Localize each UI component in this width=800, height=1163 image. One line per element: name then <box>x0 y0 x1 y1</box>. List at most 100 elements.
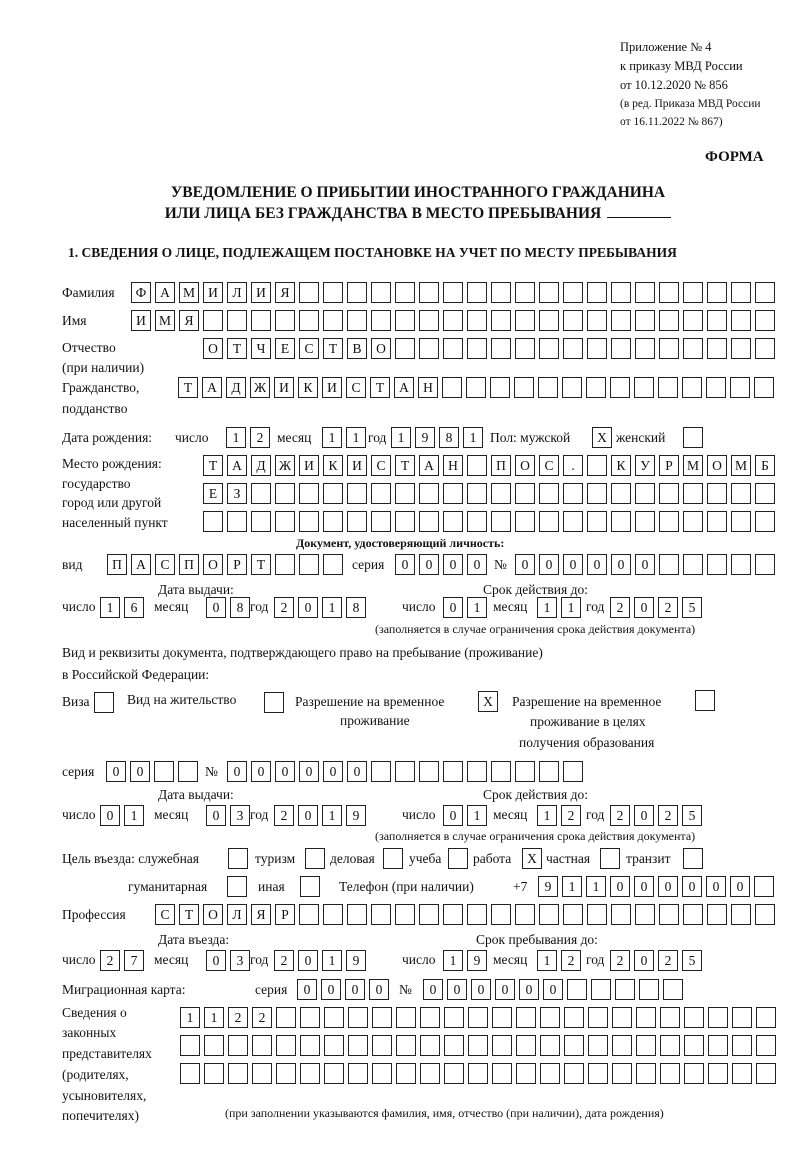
entry-month-box[interactable]: 0 <box>206 950 226 971</box>
reps-box[interactable] <box>516 1063 536 1084</box>
birthplace-box[interactable] <box>275 483 295 504</box>
mc-number-box[interactable] <box>567 979 587 1000</box>
birthplace-box[interactable] <box>467 511 487 532</box>
name-box[interactable]: Я <box>179 310 199 331</box>
reps-box[interactable] <box>372 1007 392 1028</box>
reps-box[interactable] <box>732 1063 752 1084</box>
surname-box[interactable]: А <box>155 282 175 303</box>
rd-number-box[interactable]: 0 <box>251 761 271 782</box>
profession-box[interactable] <box>539 904 559 925</box>
name-box[interactable] <box>539 310 559 331</box>
name-box[interactable] <box>611 310 631 331</box>
birthplace-box[interactable] <box>347 483 367 504</box>
reps-box[interactable]: 2 <box>252 1007 272 1028</box>
rd-series-box[interactable] <box>154 761 174 782</box>
rd-issue-month-box[interactable]: 0 <box>206 805 226 826</box>
surname-box[interactable]: Ф <box>131 282 151 303</box>
stay-year-box[interactable]: 5 <box>682 950 702 971</box>
phone-box[interactable] <box>754 876 774 897</box>
name-box[interactable] <box>515 310 535 331</box>
name-box[interactable] <box>659 310 679 331</box>
phone-box[interactable]: 0 <box>610 876 630 897</box>
birthplace-box[interactable] <box>587 483 607 504</box>
mc-number-box[interactable]: 0 <box>471 979 491 1000</box>
birthplace-box[interactable]: Т <box>395 455 415 476</box>
id-issue-year-box[interactable]: 1 <box>322 597 342 618</box>
reps-box[interactable] <box>324 1035 344 1056</box>
id-kind-box[interactable] <box>299 554 319 575</box>
surname-box[interactable] <box>659 282 679 303</box>
birthplace-box[interactable] <box>563 511 583 532</box>
rd-issue-year-box[interactable]: 2 <box>274 805 294 826</box>
rd-number-box[interactable] <box>443 761 463 782</box>
stay-day-box[interactable]: 1 <box>443 950 463 971</box>
citizenship-box[interactable]: С <box>346 377 366 398</box>
stay-month-box[interactable]: 2 <box>561 950 581 971</box>
reps-box[interactable] <box>540 1035 560 1056</box>
id-series-box[interactable]: 0 <box>395 554 415 575</box>
reps-box[interactable] <box>396 1063 416 1084</box>
reps-box[interactable] <box>420 1035 440 1056</box>
surname-box[interactable]: Я <box>275 282 295 303</box>
surname-box[interactable] <box>419 282 439 303</box>
reps-box[interactable] <box>612 1007 632 1028</box>
name-box[interactable] <box>467 310 487 331</box>
citizenship-box[interactable] <box>706 377 726 398</box>
profession-box[interactable]: Л <box>227 904 247 925</box>
reps-box[interactable] <box>708 1035 728 1056</box>
patronymic-box[interactable]: О <box>371 338 391 359</box>
birthplace-box[interactable] <box>395 483 415 504</box>
citizenship-box[interactable] <box>514 377 534 398</box>
mc-number-box[interactable] <box>615 979 635 1000</box>
reps-box[interactable] <box>636 1063 656 1084</box>
birthplace-box[interactable] <box>683 483 703 504</box>
surname-box[interactable] <box>299 282 319 303</box>
purpose-humanitarian-checkbox[interactable] <box>227 876 247 897</box>
id-number-box[interactable] <box>707 554 727 575</box>
reps-box[interactable] <box>588 1035 608 1056</box>
birthplace-box[interactable] <box>755 511 775 532</box>
birthplace-box[interactable] <box>491 511 511 532</box>
patronymic-box[interactable] <box>467 338 487 359</box>
profession-box[interactable] <box>419 904 439 925</box>
id-number-box[interactable]: 0 <box>515 554 535 575</box>
id-series-box[interactable]: 0 <box>467 554 487 575</box>
reps-box[interactable] <box>420 1063 440 1084</box>
birthplace-box[interactable] <box>563 483 583 504</box>
reps-box[interactable] <box>612 1035 632 1056</box>
birthplace-box[interactable] <box>683 511 703 532</box>
birthplace-box[interactable] <box>395 511 415 532</box>
citizenship-box[interactable] <box>538 377 558 398</box>
reps-box[interactable] <box>348 1035 368 1056</box>
rd-series-box[interactable] <box>178 761 198 782</box>
id-valid-day-box[interactable]: 1 <box>467 597 487 618</box>
citizenship-box[interactable] <box>634 377 654 398</box>
id-number-box[interactable] <box>659 554 679 575</box>
reps-box[interactable] <box>468 1007 488 1028</box>
reps-box[interactable] <box>492 1063 512 1084</box>
name-box[interactable] <box>563 310 583 331</box>
surname-box[interactable]: И <box>251 282 271 303</box>
citizenship-box[interactable] <box>754 377 774 398</box>
profession-box[interactable] <box>323 904 343 925</box>
purpose-business-checkbox[interactable] <box>383 848 403 869</box>
citizenship-box[interactable] <box>730 377 750 398</box>
birthplace-box[interactable] <box>611 483 631 504</box>
profession-box[interactable] <box>491 904 511 925</box>
name-box[interactable]: М <box>155 310 175 331</box>
citizenship-box[interactable]: К <box>298 377 318 398</box>
profession-box[interactable] <box>683 904 703 925</box>
name-box[interactable] <box>347 310 367 331</box>
name-box[interactable] <box>227 310 247 331</box>
id-valid-month-box[interactable]: 1 <box>537 597 557 618</box>
rd-valid-month-box[interactable]: 2 <box>561 805 581 826</box>
reps-box[interactable] <box>540 1063 560 1084</box>
birthplace-box[interactable]: П <box>491 455 511 476</box>
citizenship-box[interactable]: И <box>274 377 294 398</box>
name-box[interactable] <box>203 310 223 331</box>
id-number-box[interactable] <box>731 554 751 575</box>
surname-box[interactable] <box>611 282 631 303</box>
rd-issue-day-box[interactable]: 0 <box>100 805 120 826</box>
reps-box[interactable] <box>444 1063 464 1084</box>
surname-box[interactable] <box>731 282 751 303</box>
